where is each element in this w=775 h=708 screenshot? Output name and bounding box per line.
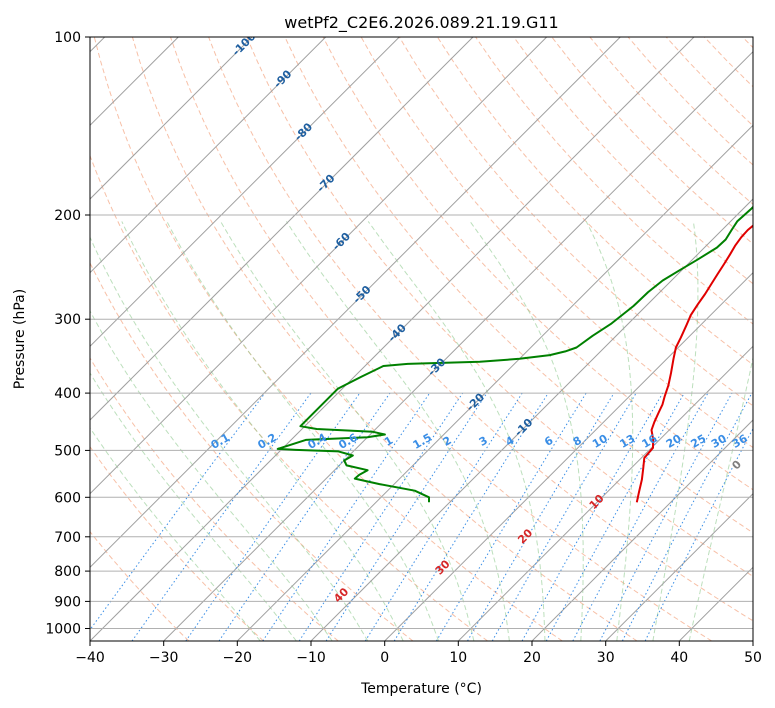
mixing-ratio-line — [364, 392, 523, 641]
dry-adiabat — [90, 154, 488, 641]
y-tick-label: 900 — [54, 594, 81, 610]
isotherm — [531, 419, 753, 641]
isotherm — [605, 492, 753, 641]
axes: −40 −30 −20 −10 0 10 20 30 40 50 100 200 300 400 500 60… — [45, 30, 762, 666]
mixing-ratio-line — [545, 392, 685, 641]
isotherm — [90, 37, 621, 569]
isotherm — [90, 37, 695, 641]
moist-adiabat — [688, 355, 753, 641]
background-lines — [90, 37, 753, 641]
profile-series — [276, 205, 753, 503]
mixing-ratio-line — [467, 392, 615, 641]
moist-adiabat — [90, 236, 369, 641]
dry-adiabat — [322, 37, 753, 491]
dry-adiabat — [284, 37, 753, 534]
mixing-ratio-line — [435, 392, 587, 641]
moist-adiabat — [220, 221, 475, 641]
pressure-gridlines — [90, 37, 753, 629]
x-tick-label: −20 — [223, 650, 253, 666]
dry-adiabat — [131, 37, 638, 641]
dry-adiabat — [90, 530, 190, 641]
mixing-ratio-line — [262, 392, 431, 641]
y-tick-label: 300 — [54, 312, 81, 328]
moist-adiabat — [166, 221, 440, 641]
mixing-ratio-line — [491, 392, 637, 641]
mixing-ratio-line — [521, 392, 664, 641]
moist-adiabat — [367, 221, 546, 641]
isotherm — [90, 37, 253, 200]
y-tick-label: 800 — [54, 564, 81, 580]
x-tick-label: 10 — [449, 650, 467, 666]
dry-adiabat — [208, 37, 753, 622]
temperature-profile — [635, 224, 753, 503]
moist-adiabat — [285, 221, 510, 641]
mixing-ratio-line — [644, 427, 753, 641]
isotherm — [90, 37, 474, 421]
y-tick-label: 700 — [54, 530, 81, 546]
x-tick-label: −40 — [75, 650, 105, 666]
dry-adiabat — [360, 37, 753, 449]
isotherm — [384, 271, 753, 641]
y-tick-label: 500 — [54, 443, 81, 459]
x-tick-label: 30 — [597, 650, 615, 666]
isotherm — [457, 345, 753, 641]
mixing-ratio-line — [393, 392, 549, 641]
y-axis-label: Pressure (hPa) — [12, 289, 28, 389]
y-tick-label: 1000 — [45, 622, 81, 638]
mixing-ratio-line — [325, 392, 488, 641]
isotherm — [90, 37, 400, 348]
moist-adiabat — [585, 221, 634, 641]
isotherm — [90, 37, 548, 495]
x-tick-label: 20 — [523, 650, 541, 666]
dry-adiabat — [90, 357, 339, 641]
dry-adiabat — [93, 37, 563, 641]
y-tick-label: 400 — [54, 386, 81, 402]
plot-frame — [89, 36, 754, 642]
x-tick-label: 0 — [380, 650, 389, 666]
x-tick-label: −10 — [296, 650, 326, 666]
dry-adiabat — [246, 37, 753, 577]
mixing-ratio-line — [298, 392, 464, 641]
isotherm — [310, 198, 753, 641]
x-tick-label: −30 — [149, 650, 179, 666]
dry-adiabat — [513, 37, 753, 285]
chart-title: wetPf2_C2E6.2026.089.21.19.G11 — [284, 13, 558, 33]
dewpoint-profile — [276, 205, 753, 503]
moist-adiabat — [121, 221, 404, 641]
moist-adiabat — [90, 426, 261, 641]
isotherm — [90, 37, 327, 274]
mixing-ratio-line — [131, 392, 312, 641]
isotherm — [163, 50, 753, 641]
moist-adiabat — [652, 221, 699, 641]
dry-adiabat — [170, 37, 712, 641]
y-tick-label: 600 — [54, 490, 81, 506]
x-axis-label: Temperature (°C) — [360, 681, 482, 697]
y-tick-label: 100 — [54, 30, 81, 46]
isotherm — [236, 124, 753, 641]
y-tick-label: 200 — [54, 208, 81, 224]
x-tick-label: 40 — [670, 650, 688, 666]
dry-adiabat — [436, 37, 753, 366]
dry-adiabat — [90, 445, 264, 641]
x-tick-label: 50 — [744, 650, 762, 666]
moist-adiabat — [90, 310, 333, 641]
